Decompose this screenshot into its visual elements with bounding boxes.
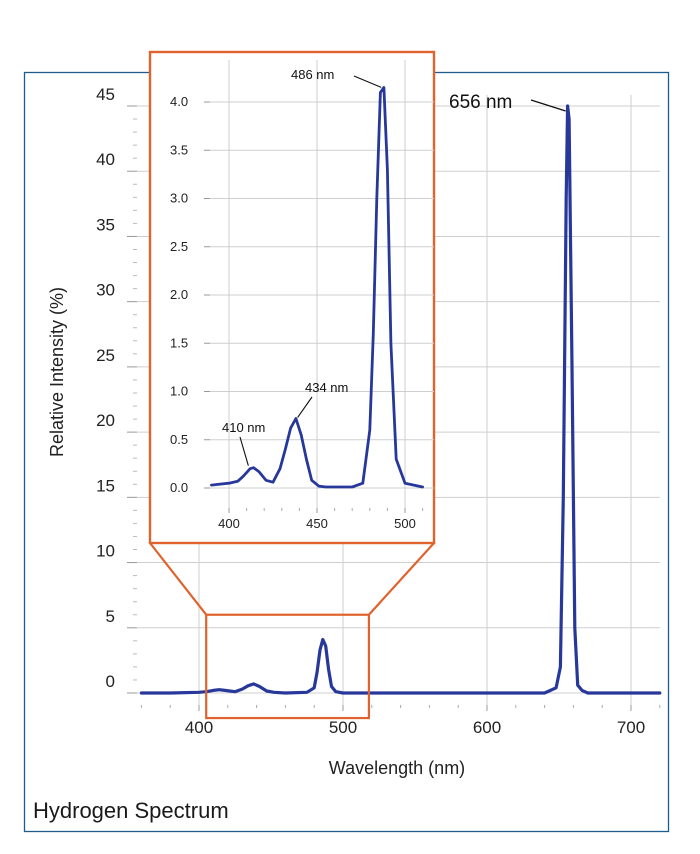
inset-annotation-label: 486 nm <box>291 67 334 82</box>
y-tick-label: 25 <box>96 346 115 365</box>
main-axis-ticks: 400 500 600 700 0 5 10 15 20 25 30 35 40 45 <box>96 85 661 737</box>
y-tick-label: 30 <box>96 281 115 300</box>
zoom-connector-right <box>368 542 435 616</box>
inset-y-tick-label: 2.5 <box>170 239 188 254</box>
chart-title: Hydrogen Spectrum <box>33 798 229 823</box>
inset-y-tick-label: 0.0 <box>170 480 188 495</box>
inset-y-tick-label: 1.0 <box>170 384 188 399</box>
y-tick-label: 45 <box>96 85 115 104</box>
inset-y-tick-label: 4.0 <box>170 94 188 109</box>
zoom-region-box <box>205 613 371 720</box>
main-annotations: 656 nm <box>449 92 566 113</box>
inset-spectrum-line <box>209 86 425 489</box>
inset-annotation-label: 434 nm <box>305 380 348 395</box>
inset-x-tick-label: 400 <box>218 516 240 531</box>
y-tick-label: 35 <box>96 215 115 234</box>
inset-grid <box>210 60 434 508</box>
y-tick-label: 15 <box>96 476 115 495</box>
x-tick-label: 600 <box>473 718 501 737</box>
inset-y-tick-label: 2.0 <box>170 287 188 302</box>
main-series <box>139 104 662 695</box>
inset-panel <box>148 50 436 545</box>
x-tick-label: 500 <box>329 718 357 737</box>
y-tick-label: 10 <box>96 542 115 561</box>
inset-axis-ticks: 400 450 500 0.0 0.5 1.0 1.5 2.0 2.5 3.0 3.5 4.0 <box>170 94 424 531</box>
y-axis-title: Relative Intensity (%) <box>47 287 67 457</box>
inset-annotation-leader <box>239 436 249 466</box>
inset-series <box>209 86 425 489</box>
annotation-leader <box>530 99 566 112</box>
y-tick-label: 20 <box>96 411 115 430</box>
inset-y-tick-label: 3.5 <box>170 142 188 157</box>
y-tick-label: 0 <box>106 672 115 691</box>
inset-x-tick-label: 500 <box>394 516 416 531</box>
x-tick-label: 400 <box>185 718 213 737</box>
x-tick-label: 700 <box>617 718 645 737</box>
inset-annotation-label: 410 nm <box>222 420 265 435</box>
inset-annotation-leader <box>297 396 313 418</box>
inset-y-tick-label: 0.5 <box>170 432 188 447</box>
inset-annotations: 410 nm 434 nm 486 nm <box>222 67 382 466</box>
inset-annotation-leader <box>353 75 382 88</box>
spectrum-line <box>139 104 662 695</box>
annotation-label: 656 nm <box>449 92 512 113</box>
inset-x-tick-label: 450 <box>306 516 328 531</box>
y-tick-label: 40 <box>96 150 115 169</box>
zoom-connector-left <box>149 542 208 616</box>
x-axis-title: Wavelength (nm) <box>329 758 465 778</box>
inset-y-tick-label: 1.5 <box>170 335 188 350</box>
y-tick-label: 5 <box>106 607 115 626</box>
inset-y-tick-label: 3.0 <box>170 191 188 206</box>
